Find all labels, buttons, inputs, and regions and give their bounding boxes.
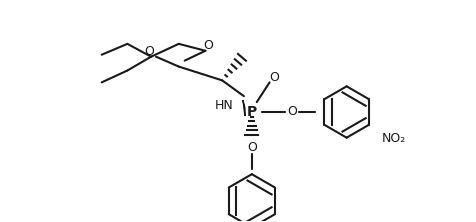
Text: P: P [246, 105, 257, 119]
Text: O: O [269, 71, 279, 84]
Text: O: O [247, 141, 256, 154]
Text: O: O [203, 39, 213, 52]
Polygon shape [242, 100, 244, 116]
Text: O: O [144, 45, 154, 58]
Text: O: O [287, 105, 297, 117]
Text: HN: HN [214, 99, 233, 112]
Text: NO₂: NO₂ [381, 132, 405, 145]
